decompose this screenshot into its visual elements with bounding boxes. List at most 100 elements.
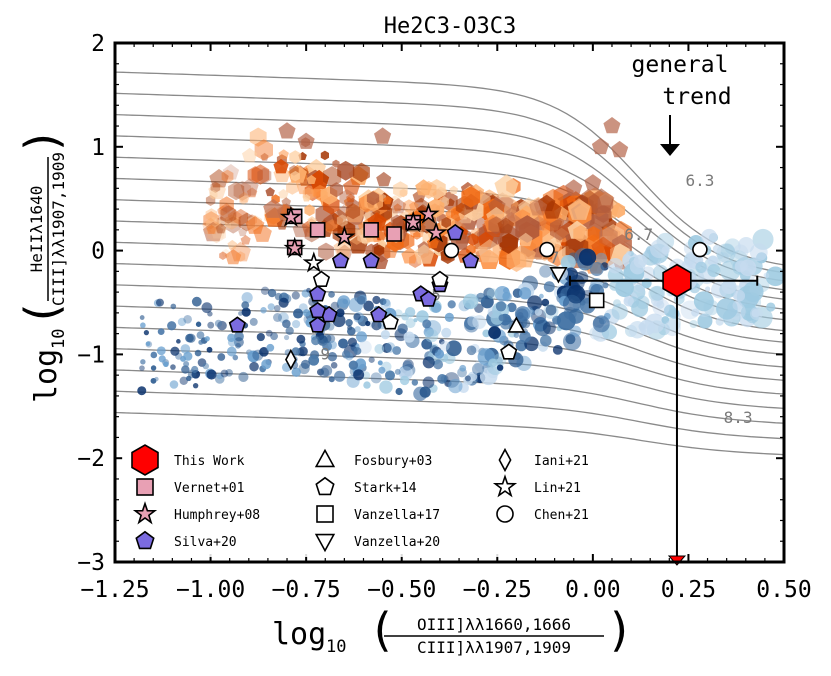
model-point-orange [374,127,392,144]
model-point-blue [220,369,229,378]
model-point-orange [249,127,267,147]
model-point-blue [169,380,179,389]
model-point-blue [472,315,487,329]
lit-point-stark-14 [431,270,449,288]
model-point-blue [163,361,169,368]
legend-label: Iani+21 [534,454,589,469]
model-point-blue [356,331,368,343]
model-point-orange [278,149,289,159]
model-point-blue [227,333,236,343]
model-point-orange [217,202,236,221]
model-point-orange [233,180,252,201]
lit-point-silva-20 [331,251,350,269]
y-tick-label: −3 [77,550,105,576]
model-point-orange [401,247,419,264]
model-point-orange [477,239,502,263]
model-point-blue [365,320,371,327]
x-tick-label: −0.50 [367,577,436,603]
model-point-blue [638,322,647,331]
model-point-orange [218,216,231,232]
model-point-orange [278,188,289,199]
legend-label: Silva+20 [174,535,237,550]
model-point-blue [185,333,194,343]
model-point-blue [308,354,320,366]
model-point-blue [695,261,707,273]
model-point-blue [411,379,419,386]
x-axis-log-sub: 10 [326,637,346,657]
x-axis-log: log [272,617,326,652]
contour-labels: 6.3 6.7 7 5 9 8.3 [320,171,752,427]
model-point-blue [341,350,351,359]
model-point-blue [198,339,204,345]
model-point-blue [371,320,382,331]
model-point-blue [363,300,374,312]
model-point-blue [715,317,724,326]
model-point-blue [330,361,338,369]
model-point-orange [441,217,451,229]
model-point-orange [210,181,221,193]
model-point-blue [384,342,396,353]
model-point-blue [356,295,366,305]
model-point-blue [377,360,383,366]
model-point-orange [281,197,291,207]
model-point-blue [626,251,632,257]
model-point-blue [249,317,258,326]
model-point-blue [384,370,395,381]
model-point-orange [286,180,299,195]
model-point-orange [330,182,343,198]
model-point-orange [209,168,229,188]
model-point-blue [749,307,763,321]
x-axis-open-paren: ( [368,603,396,657]
model-point-orange [265,187,275,197]
model-point-orange [228,181,245,201]
y-tick-label: −2 [77,446,105,472]
model-point-blue [202,362,210,370]
model-point-blue [467,315,479,328]
model-point-blue [397,323,408,334]
model-point-blue [433,359,443,370]
model-point-orange [588,188,615,213]
model-point-blue [156,346,166,356]
model-point-orange [390,198,407,214]
model-point-blue [291,367,301,377]
model-point-blue [296,334,306,344]
model-point-blue [570,325,582,337]
model-point-blue [328,376,335,383]
model-point-blue [270,332,278,341]
model-point-blue [374,344,385,354]
legend-marker [498,447,512,473]
model-point-blue [291,319,301,329]
lit-point-vanzella-20 [549,267,568,284]
model-point-orange [414,244,435,264]
model-point-blue [380,330,390,340]
model-point-blue [416,310,429,323]
model-point-blue [399,375,410,386]
model-point-blue [766,302,776,312]
model-point-blue [701,228,718,245]
model-point-blue [527,295,543,311]
model-point-blue [495,301,507,312]
model-point-blue [337,295,351,308]
model-point-orange [246,187,258,198]
contour-label: 7 [550,248,560,267]
model-point-blue [445,340,462,357]
lit-point-chen-21 [443,242,460,259]
model-point-orange [210,223,226,239]
model-point-orange [206,216,221,234]
model-point-blue [247,350,260,363]
x-tick-label: −0.25 [463,577,532,603]
model-point-blue [191,365,199,374]
legend-marker [135,530,155,550]
model-point-blue [542,321,556,335]
legend-marker [132,501,158,525]
model-point-blue [381,343,392,354]
model-point-blue [378,366,386,374]
lit-point-stark-14 [500,343,518,360]
model-point-blue [560,255,576,271]
model-point-blue [194,349,202,357]
model-point-blue [763,272,770,279]
model-point-blue [589,262,604,277]
model-point-orange [331,209,348,225]
model-point-orange [297,132,315,149]
model-point-blue [421,338,433,350]
